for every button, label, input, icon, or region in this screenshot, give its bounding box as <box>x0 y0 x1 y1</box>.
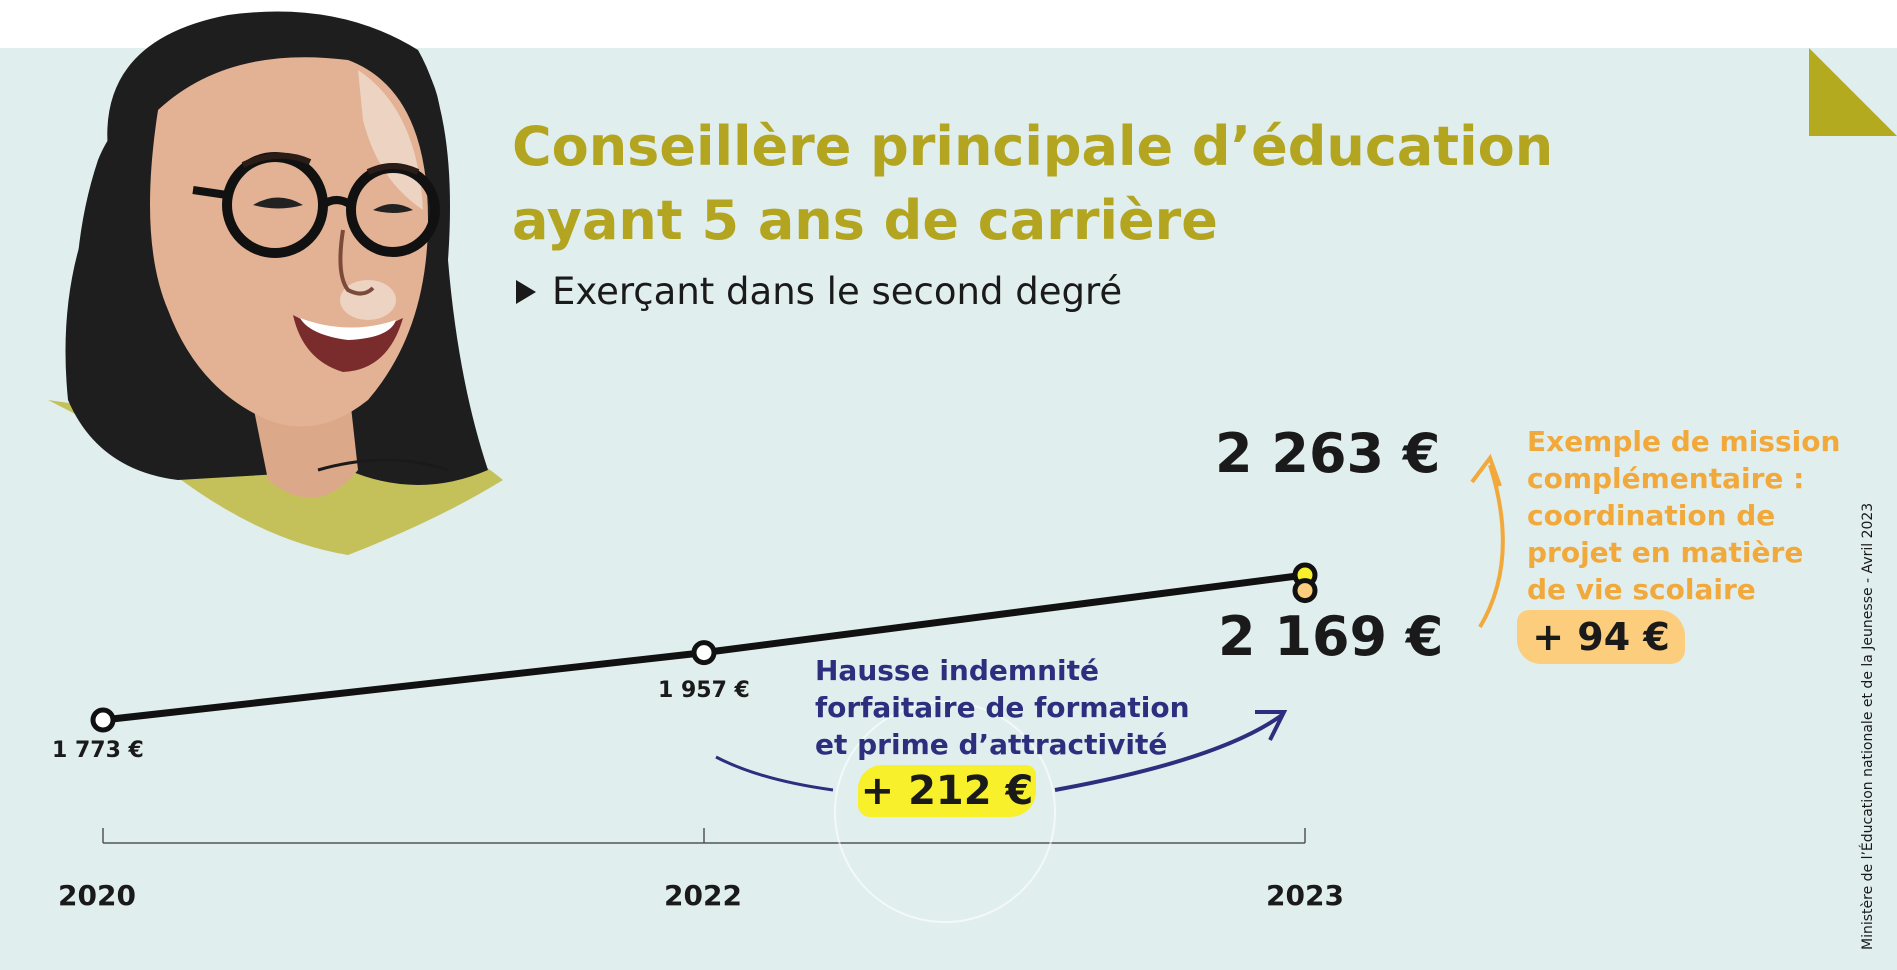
credit-text: Ministère de l’Éducation nationale et de… <box>1860 502 1876 950</box>
decorative-circle <box>834 701 1056 923</box>
subtitle: Exerçant dans le second degré <box>516 270 1122 313</box>
annotation-indemnite-line2: forfaitaire de formation <box>815 691 1190 724</box>
year-label-2023: 2023 <box>1266 879 1344 912</box>
blue-arrow-right <box>1054 713 1284 792</box>
data-point-2023-top <box>1292 578 1318 604</box>
play-bullet-icon <box>516 279 536 304</box>
title-line-1: Conseillère principale d’éducation <box>512 115 1554 178</box>
corner-fold-decoration <box>1809 48 1897 136</box>
year-label-2020: 2020 <box>58 879 136 912</box>
orange-arrow-head <box>1470 453 1502 487</box>
annotation-mission-line5: de vie scolaire <box>1527 573 1756 606</box>
annotation-mission-line4: projet en matière <box>1527 536 1804 569</box>
subtitle-text: Exerçant dans le second degré <box>552 270 1123 313</box>
orange-arrow <box>1478 464 1505 629</box>
value-label-2020: 1 773 € <box>52 738 144 763</box>
blue-arrow-left <box>715 755 834 792</box>
annotation-mission: Exemple de mission complémentaire : coor… <box>1527 423 1840 608</box>
value-label-2023: 2 169 € <box>1218 605 1444 668</box>
data-point-2022 <box>691 640 717 666</box>
page-title: Conseillère principale d’éducation ayant… <box>512 110 1562 258</box>
portrait-illustration <box>18 11 503 575</box>
value-label-2023-top: 2 263 € <box>1215 422 1441 485</box>
year-label-2022: 2022 <box>664 879 742 912</box>
title-line-2: ayant 5 ans de carrière <box>512 189 1218 252</box>
badge-plus-212: + 212 € <box>858 765 1036 817</box>
blue-arrow-head <box>1255 710 1288 741</box>
value-label-2022: 1 957 € <box>658 678 750 703</box>
annotation-mission-line1: Exemple de mission <box>1527 425 1841 458</box>
annotation-indemnite-line3: et prime d’attractivité <box>815 728 1168 761</box>
badge-plus-94: + 94 € <box>1517 610 1685 664</box>
annotation-mission-line3: coordination de <box>1527 499 1776 532</box>
annotation-indemnite: Hausse indemnité forfaitaire de formatio… <box>815 652 1190 763</box>
annotation-mission-line2: complémentaire : <box>1527 462 1805 495</box>
data-point-2020 <box>90 707 116 733</box>
annotation-indemnite-line1: Hausse indemnité <box>815 654 1099 687</box>
